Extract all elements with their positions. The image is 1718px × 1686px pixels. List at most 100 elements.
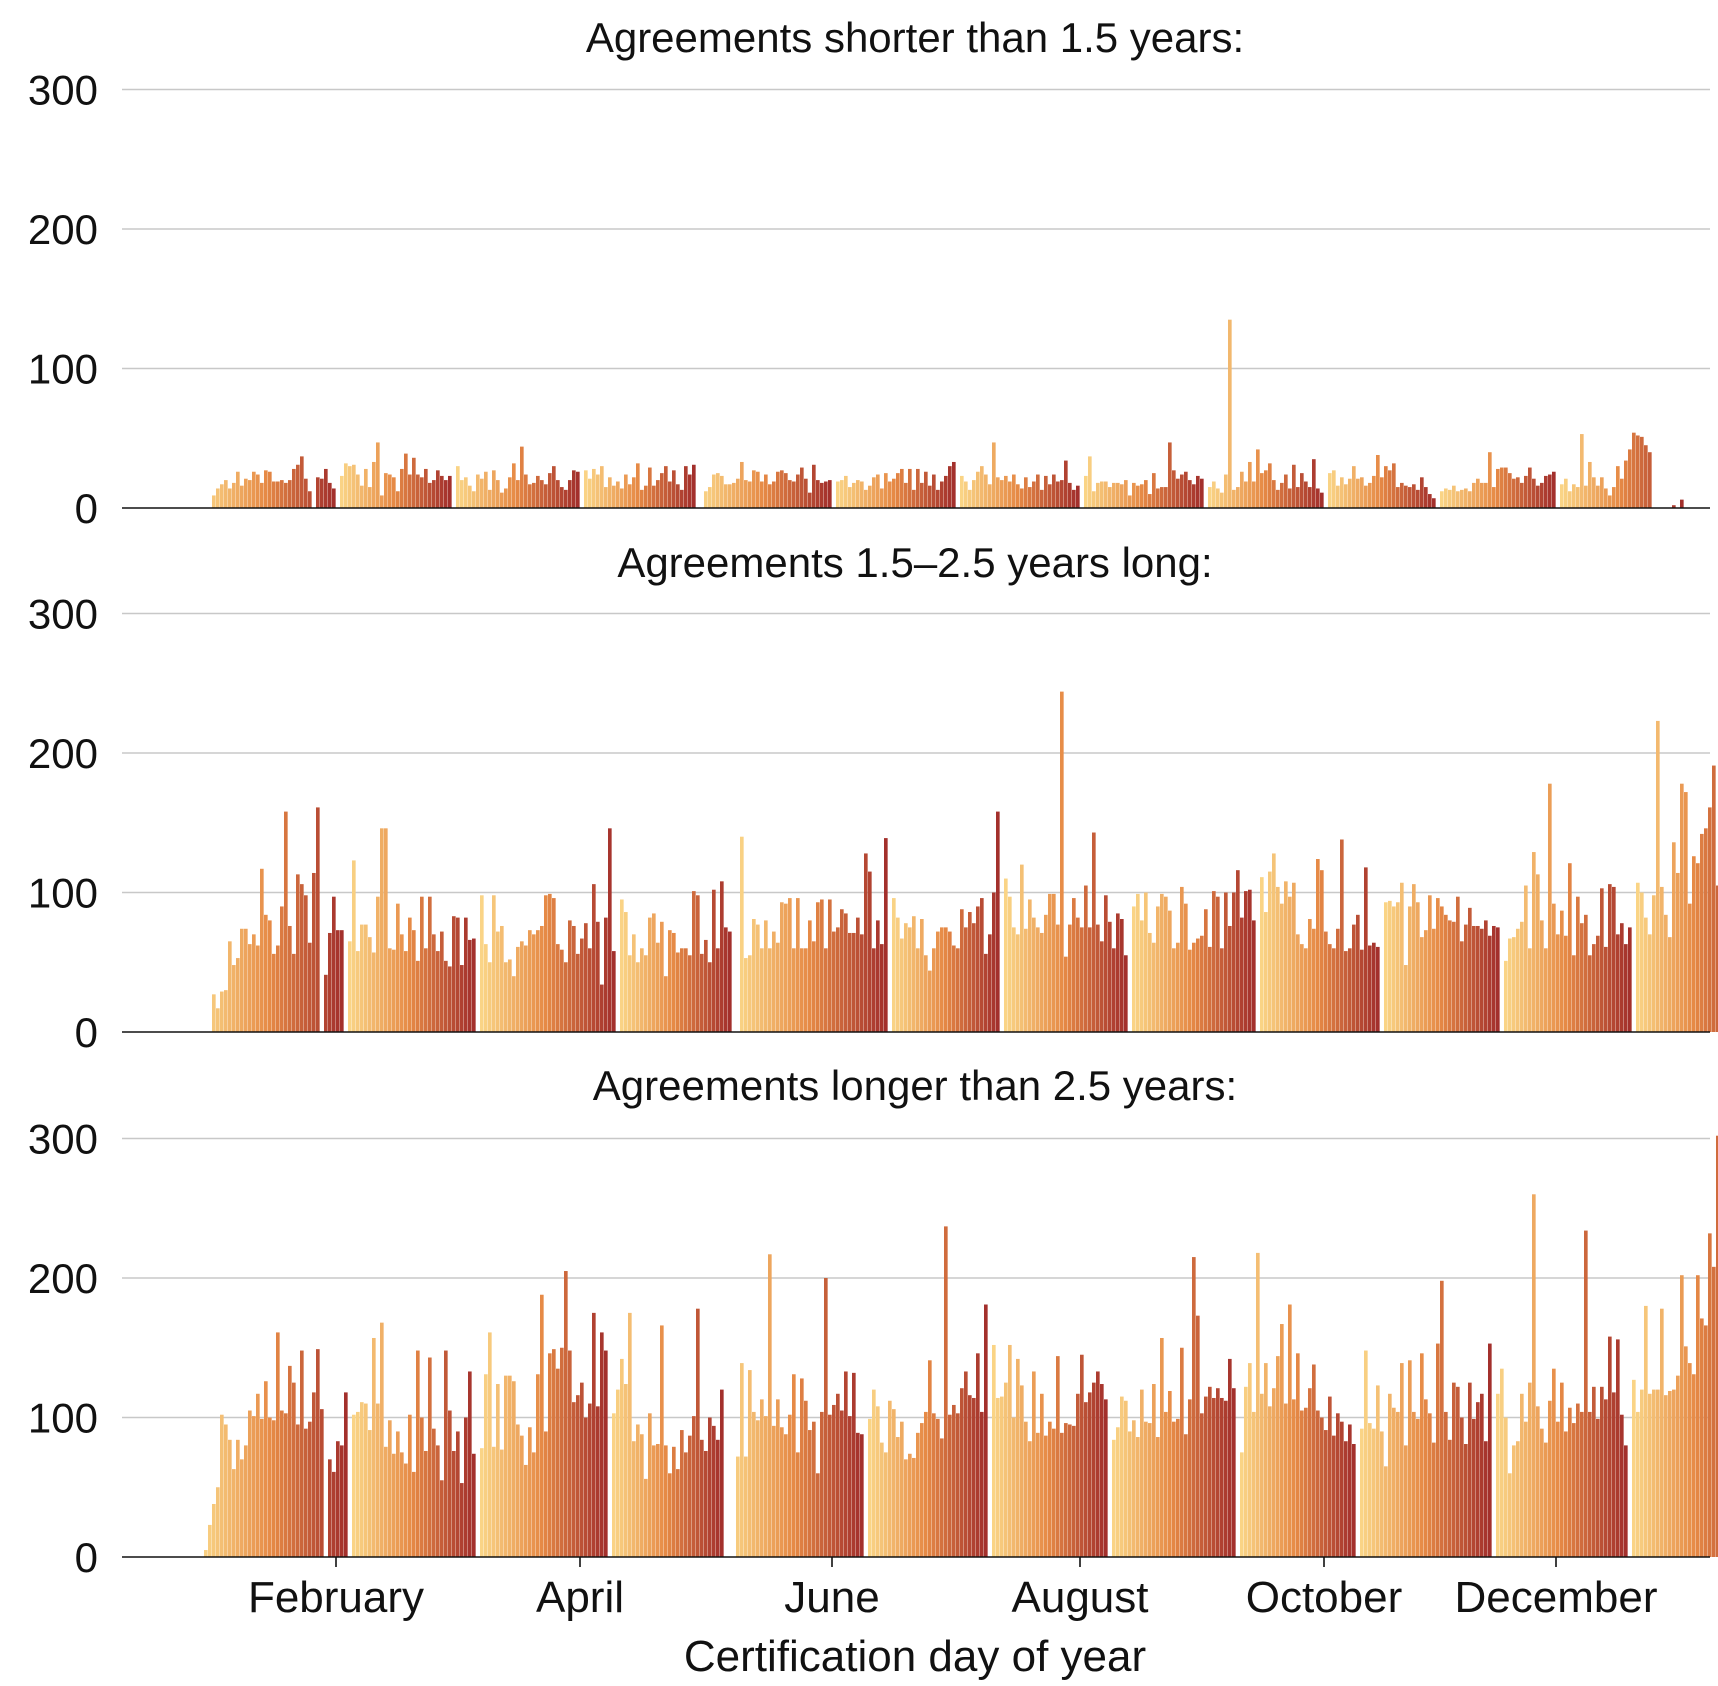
- bar: [1136, 1437, 1140, 1557]
- bar: [1304, 948, 1308, 1032]
- bar: [1540, 1428, 1544, 1557]
- bar: [1068, 1424, 1072, 1557]
- bar: [1232, 489, 1236, 508]
- bar: [572, 470, 576, 508]
- bar: [1060, 691, 1064, 1032]
- bar: [512, 463, 516, 508]
- bar: [632, 477, 636, 508]
- bar: [1376, 946, 1380, 1032]
- bar: [1484, 920, 1488, 1032]
- x-tick-label: February: [248, 1573, 424, 1622]
- bar: [888, 1400, 892, 1557]
- bar: [1564, 478, 1568, 508]
- bar: [1636, 435, 1640, 508]
- bar: [1200, 1413, 1204, 1557]
- bar: [280, 1410, 284, 1557]
- bar: [428, 482, 432, 508]
- bar: [796, 1452, 800, 1557]
- bar: [976, 906, 980, 1032]
- bar: [1108, 921, 1112, 1032]
- bar: [1680, 1275, 1684, 1557]
- bar: [840, 1410, 844, 1557]
- bar: [844, 475, 848, 508]
- bar: [852, 932, 856, 1032]
- bar: [1180, 886, 1184, 1032]
- bar: [1652, 1389, 1656, 1557]
- bar: [556, 944, 560, 1032]
- bar: [932, 948, 936, 1032]
- bar: [1348, 948, 1352, 1032]
- bar: [1304, 481, 1308, 508]
- bar: [1592, 477, 1596, 508]
- bar: [216, 1008, 220, 1032]
- bar: [1560, 484, 1564, 508]
- bar: [464, 477, 468, 508]
- bar: [684, 1452, 688, 1557]
- bar: [576, 953, 580, 1032]
- bar: [1452, 1382, 1456, 1557]
- bar: [992, 1344, 996, 1557]
- bar: [744, 1456, 748, 1557]
- bar: [1688, 903, 1692, 1032]
- bar: [660, 473, 664, 508]
- bar: [948, 466, 952, 508]
- bar: [308, 491, 312, 508]
- month-group-jul: [960, 442, 1080, 508]
- bar: [1292, 464, 1296, 508]
- bar: [1552, 903, 1556, 1032]
- bar: [1392, 1407, 1396, 1557]
- bar: [1232, 892, 1236, 1032]
- bar: [528, 930, 532, 1032]
- panel-2: Agreements 1.5–2.5 years long: 0 100 200 300: [28, 539, 1718, 1056]
- bar: [760, 481, 764, 508]
- bar: [788, 1414, 792, 1557]
- bar: [364, 468, 368, 508]
- bar: [1132, 906, 1136, 1032]
- bar: [1512, 1445, 1516, 1557]
- bar: [516, 946, 520, 1032]
- bar: [748, 955, 752, 1032]
- bar: [1516, 477, 1520, 508]
- bar: [1136, 485, 1140, 508]
- bar: [832, 1404, 836, 1557]
- bar: [1308, 487, 1312, 508]
- bar: [1436, 898, 1440, 1032]
- bar: [1524, 475, 1528, 508]
- bar: [1212, 891, 1216, 1032]
- bar: [1344, 484, 1348, 508]
- bar: [1608, 1336, 1612, 1557]
- bar: [1672, 1389, 1676, 1557]
- bar: [1388, 1393, 1392, 1557]
- bar: [1332, 470, 1336, 508]
- bar: [960, 909, 964, 1032]
- bar: [1348, 478, 1352, 508]
- bar: [1532, 478, 1536, 508]
- bar: [284, 1413, 288, 1557]
- bar: [900, 468, 904, 508]
- bar: [1328, 473, 1332, 508]
- bar: [1652, 895, 1656, 1032]
- bar: [288, 1365, 292, 1557]
- bar: [856, 917, 860, 1032]
- bar: [944, 1226, 948, 1557]
- bar: [1676, 872, 1680, 1032]
- bar: [544, 1431, 548, 1557]
- bar: [1120, 919, 1124, 1032]
- bar: [704, 939, 708, 1032]
- bar: [1696, 863, 1700, 1032]
- bar: [1044, 914, 1048, 1032]
- bar: [1488, 1343, 1492, 1557]
- bar: [620, 899, 624, 1032]
- month-group-jan: [212, 456, 336, 508]
- bar: [580, 938, 584, 1032]
- bar: [1640, 1389, 1644, 1557]
- bar: [968, 1395, 972, 1557]
- bar: [1640, 436, 1644, 508]
- bar: [1036, 927, 1040, 1032]
- bar: [1468, 491, 1472, 508]
- month-group-jun: [836, 461, 956, 508]
- bar: [304, 478, 308, 508]
- bar: [1312, 928, 1316, 1032]
- bar: [228, 1439, 232, 1557]
- panel-3: Agreements longer than 2.5 years: 0 100 200…: [28, 1062, 1718, 1581]
